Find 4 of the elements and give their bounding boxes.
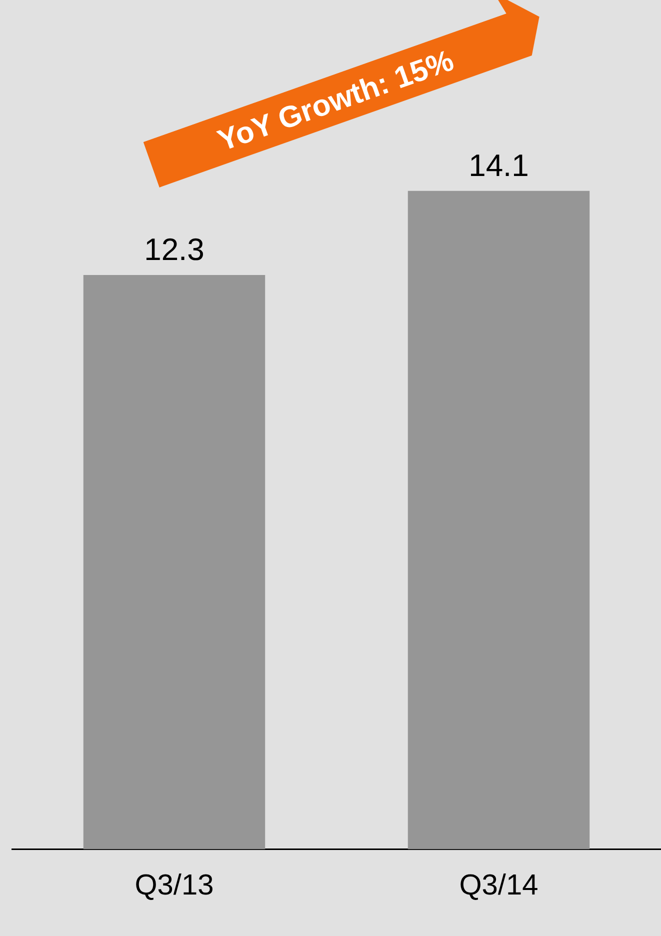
data-label: 12.3 — [144, 232, 204, 267]
x-tick-label: Q3/14 — [459, 870, 538, 902]
x-tick-label: Q3/13 — [134, 870, 214, 902]
data-label: 14.1 — [468, 148, 529, 183]
